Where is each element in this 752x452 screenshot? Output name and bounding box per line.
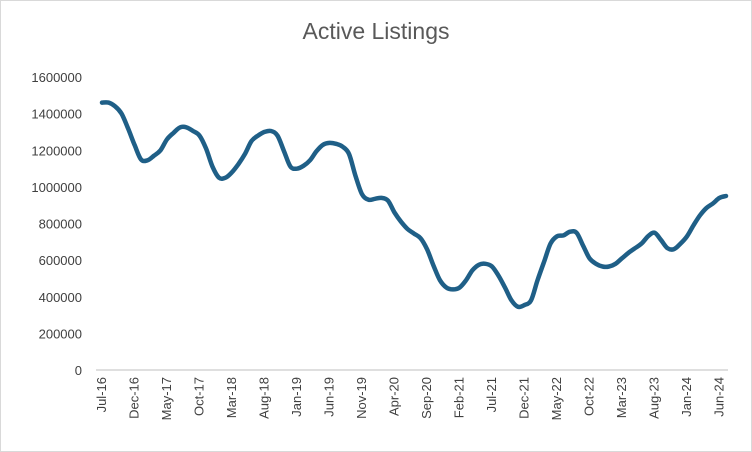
x-tick-label: Sep-20 (419, 377, 434, 419)
x-tick-label: Jun-24 (712, 377, 727, 417)
y-tick-label: 1400000 (31, 107, 82, 122)
y-tick-label: 800000 (39, 217, 82, 232)
y-tick-label: 0 (75, 363, 82, 378)
x-axis-ticks: Jul-16 Dec-16 May-17 Oct-17 Mar-18 Aug-18 Jan-… (94, 377, 727, 420)
x-tick-label: Dec-16 (127, 377, 142, 419)
x-tick-label: Feb-21 (452, 377, 467, 418)
y-tick-label: 200000 (39, 326, 82, 341)
x-tick-label: May-22 (549, 377, 564, 420)
x-tick-label: Jan-24 (679, 377, 694, 417)
series-line-active-listings (99, 100, 729, 310)
chart-title: Active Listings (302, 18, 450, 44)
x-tick-label: Jan-19 (289, 377, 304, 417)
x-tick-label: Nov-19 (354, 377, 369, 419)
x-tick-label: Oct-17 (192, 377, 207, 416)
x-tick-label: Aug-18 (257, 377, 272, 419)
x-tick-label: Apr-20 (387, 377, 402, 416)
y-tick-label: 600000 (39, 253, 82, 268)
x-tick-label: Aug-23 (647, 377, 662, 419)
y-tick-label: 1000000 (31, 180, 82, 195)
x-tick-label: Dec-21 (517, 377, 532, 419)
x-tick-label: Oct-22 (582, 377, 597, 416)
x-tick-label: May-17 (159, 377, 174, 420)
y-tick-label: 1200000 (31, 143, 82, 158)
x-tick-label: Jul-21 (484, 377, 499, 412)
x-tick-label: Mar-18 (224, 377, 239, 418)
x-tick-label: Jun-19 (322, 377, 337, 417)
y-tick-label: 1600000 (31, 70, 82, 85)
y-axis-ticks: 0 200000 400000 600000 800000 1000000 1200000 1… (31, 70, 82, 378)
x-tick-label: Mar-23 (614, 377, 629, 418)
x-tick-label: Jul-16 (94, 377, 109, 412)
y-tick-label: 400000 (39, 290, 82, 305)
